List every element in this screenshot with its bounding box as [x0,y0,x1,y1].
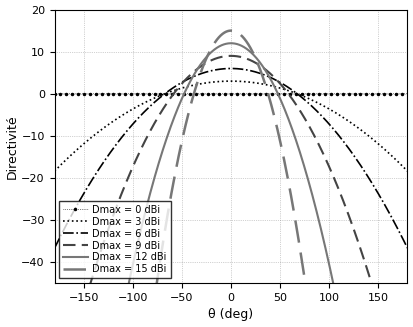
Y-axis label: Directivité: Directivité [5,114,19,179]
Dmax = 0 dBi [405,92,410,96]
Dmax = 6 dBi [128,125,133,129]
Line: Dmax = 9 dBi: Dmax = 9 dBi [55,56,408,292]
Line: Dmax = 12 dBi: Dmax = 12 dBi [55,43,408,292]
Dmax = 9 dBi [405,290,410,294]
Dmax = 3 dBi [272,85,277,89]
Dmax = 0 dBi [405,92,410,96]
Line: Dmax = 15 dBi: Dmax = 15 dBi [55,31,408,292]
Dmax = 0 dBi [266,92,271,96]
Dmax = 9 dBi [228,54,233,58]
Dmax = 15 dBi [128,290,133,294]
Dmax = 9 dBi [266,70,271,74]
Dmax = 0 dBi [371,92,376,96]
Dmax = 15 dBi [405,290,410,294]
Dmax = 3 dBi [228,79,233,83]
Dmax = 0 dBi [151,92,156,96]
Dmax = 6 dBi [266,75,271,78]
Dmax = 9 dBi [128,171,133,175]
Dmax = 3 dBi [151,97,156,101]
X-axis label: θ (deg): θ (deg) [209,308,254,321]
Dmax = 15 dBi [272,114,277,118]
Dmax = 3 dBi [405,169,410,173]
Dmax = 9 dBi [151,124,156,128]
Legend: Dmax = 0 dBi, Dmax = 3 dBi, Dmax = 6 dBi, Dmax = 9 dBi, Dmax = 12 dBi, Dmax = 15: Dmax = 0 dBi, Dmax = 3 dBi, Dmax = 6 dBi… [59,201,171,278]
Dmax = 12 dBi [52,290,57,294]
Line: Dmax = 0 dBi: Dmax = 0 dBi [52,92,410,96]
Dmax = 3 dBi [266,83,271,87]
Dmax = 15 dBi [52,290,57,294]
Line: Dmax = 3 dBi: Dmax = 3 dBi [55,81,408,171]
Dmax = 6 dBi [151,101,156,105]
Dmax = 9 dBi [372,289,377,293]
Dmax = 12 dBi [405,290,410,294]
Dmax = 0 dBi [128,92,133,96]
Dmax = 6 dBi [372,184,377,188]
Line: Dmax = 6 dBi: Dmax = 6 dBi [55,68,408,248]
Dmax = 15 dBi [405,290,410,294]
Dmax = 12 dBi [272,84,277,88]
Dmax = 0 dBi [52,92,57,96]
Dmax = 12 dBi [228,41,233,45]
Dmax = 6 dBi [405,246,410,250]
Dmax = 12 dBi [151,181,156,184]
Dmax = 6 dBi [52,246,57,250]
Dmax = 6 dBi [405,246,410,250]
Dmax = 6 dBi [228,66,233,70]
Dmax = 0 dBi [272,92,277,96]
Dmax = 12 dBi [405,290,410,294]
Dmax = 3 dBi [405,169,410,173]
Dmax = 15 dBi [372,290,377,294]
Dmax = 6 dBi [272,77,277,81]
Dmax = 9 dBi [405,290,410,294]
Dmax = 3 dBi [372,138,377,142]
Dmax = 3 dBi [52,169,57,173]
Dmax = 15 dBi [228,29,233,33]
Dmax = 9 dBi [272,75,277,79]
Dmax = 12 dBi [372,290,377,294]
Dmax = 3 dBi [128,109,133,112]
Dmax = 15 dBi [151,290,156,294]
Dmax = 15 dBi [266,92,271,95]
Dmax = 9 dBi [52,290,57,294]
Dmax = 12 dBi [266,73,271,77]
Dmax = 12 dBi [128,275,133,279]
